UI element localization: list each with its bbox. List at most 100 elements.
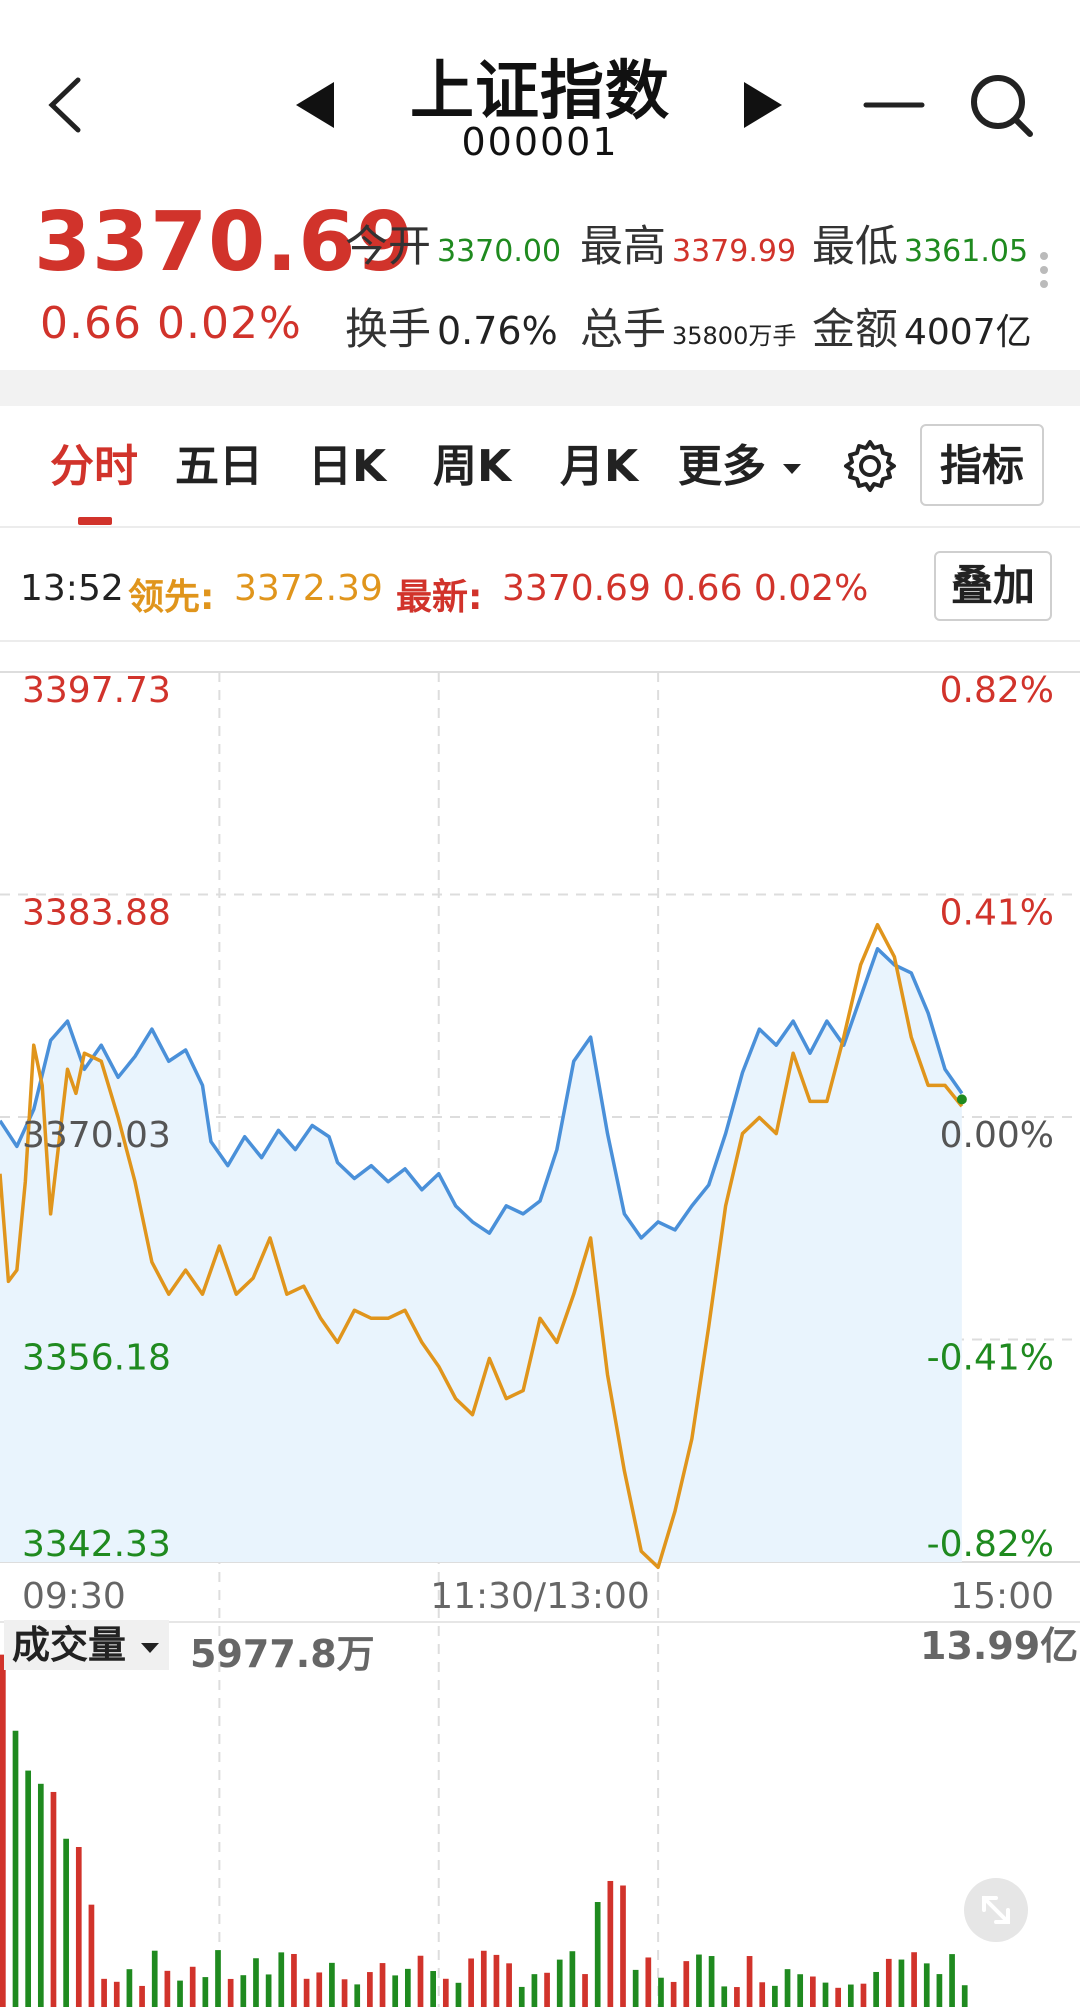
last-value: 3370.69 0.66 0.02% bbox=[502, 568, 869, 609]
volume-bar bbox=[493, 1954, 500, 2007]
volume-bar bbox=[810, 1976, 816, 2007]
tab-weekly-k[interactable]: 周K bbox=[433, 441, 512, 492]
volume-bar bbox=[936, 1974, 943, 2007]
y-tick-right: 0.82% bbox=[940, 670, 1054, 711]
page-title: 上证指数 bbox=[410, 55, 670, 129]
y-tick-left: 3342.33 bbox=[22, 1524, 171, 1565]
stat-label: 金额 bbox=[812, 305, 898, 355]
volume-bar bbox=[405, 1968, 411, 2007]
volume-selector[interactable]: 成交量 bbox=[4, 1620, 170, 1670]
volume-bar bbox=[126, 1969, 133, 2007]
stat-value: 0.76% bbox=[437, 309, 558, 353]
minus-icon bbox=[863, 102, 925, 108]
y-tick-left: 3383.88 bbox=[22, 893, 171, 934]
volume-bar bbox=[885, 1958, 892, 2007]
stat-amount: 金额 4007亿 bbox=[812, 295, 1032, 357]
stat-value: 3370.00 bbox=[437, 234, 562, 269]
volume-bar bbox=[911, 1952, 917, 2007]
stat-label: 总手 bbox=[580, 305, 666, 355]
tab-five-day[interactable]: 五日 bbox=[175, 441, 263, 492]
volume-bar bbox=[139, 1985, 145, 2007]
volume-bar bbox=[582, 1974, 588, 2007]
volume-bar bbox=[873, 1971, 879, 2007]
change-value: 0.66 bbox=[40, 298, 142, 349]
volume-bar bbox=[341, 1979, 348, 2007]
more-stats-icon[interactable] bbox=[1040, 252, 1050, 302]
price-change: 0.66 0.02% bbox=[40, 298, 302, 349]
volume-max: 13.99亿 bbox=[920, 1624, 1079, 1668]
volume-bar bbox=[329, 1962, 335, 2007]
volume-bar bbox=[607, 1880, 614, 2007]
volume-bar bbox=[531, 1974, 538, 2007]
overlay-button[interactable]: 叠加 bbox=[934, 551, 1052, 621]
volume-bar bbox=[113, 1981, 120, 2007]
stat-label: 最高 bbox=[580, 222, 666, 272]
next-stock-button[interactable] bbox=[738, 78, 788, 132]
volume-bar bbox=[569, 1951, 576, 2007]
tab-more[interactable]: 更多 bbox=[678, 430, 803, 494]
volume-bar bbox=[25, 1770, 32, 2007]
tab-monthly-k[interactable]: 月K bbox=[560, 441, 639, 492]
tab-more-label: 更多 bbox=[678, 441, 766, 492]
volume-bar bbox=[923, 1963, 930, 2007]
crosshair-time: 13:52 bbox=[20, 568, 124, 609]
stat-value: 3379.99 bbox=[672, 234, 797, 269]
last-price-dot bbox=[956, 1094, 967, 1105]
volume-bar bbox=[75, 1847, 82, 2007]
volume-bar bbox=[797, 1974, 804, 2007]
volume-bar bbox=[683, 1961, 690, 2007]
volume-bar bbox=[468, 1958, 474, 2007]
previous-stock-button[interactable] bbox=[290, 78, 340, 132]
volume-bar bbox=[822, 1982, 829, 2007]
volume-bar bbox=[835, 1987, 842, 2007]
series-line-lead bbox=[0, 922, 964, 1570]
volume-bar bbox=[177, 1980, 183, 2007]
volume-bar bbox=[227, 1978, 234, 2007]
volume-bar bbox=[12, 1730, 19, 2007]
status-bar bbox=[0, 0, 1080, 14]
stat-value: 35800万手 bbox=[672, 322, 797, 350]
back-arrow-icon bbox=[48, 77, 81, 133]
x-tick-label: 15:00 bbox=[950, 1576, 1054, 1617]
volume-bar bbox=[215, 1950, 221, 2007]
volume-bar bbox=[430, 1971, 437, 2007]
stat-value: 3361.05 bbox=[904, 234, 1029, 269]
price-area bbox=[0, 948, 962, 1562]
volume-bar bbox=[291, 1953, 297, 2007]
volume-bar bbox=[734, 1987, 740, 2007]
back-button[interactable] bbox=[40, 70, 100, 140]
volume-bar bbox=[354, 1984, 361, 2007]
volume-bar bbox=[164, 1970, 171, 2007]
volume-bar bbox=[265, 1974, 272, 2007]
triangle-left-icon bbox=[296, 82, 334, 128]
y-tick-right: 0.41% bbox=[940, 893, 1054, 934]
volume-bar bbox=[759, 1982, 766, 2007]
search-button[interactable] bbox=[966, 70, 1036, 140]
volume-bar bbox=[620, 1885, 626, 2007]
y-tick-left: 3397.73 bbox=[22, 670, 171, 711]
volume-bar bbox=[303, 1978, 310, 2007]
volume-bar bbox=[721, 1986, 728, 2007]
active-tab-indicator bbox=[78, 517, 112, 525]
volume-bar bbox=[417, 1955, 424, 2007]
intraday-chart[interactable]: 3397.73 3383.88 3370.03 3356.18 3342.33 0.82%… bbox=[0, 640, 1080, 2007]
volume-bar bbox=[632, 1969, 639, 2007]
y-tick-right: 0.00% bbox=[940, 1115, 1054, 1156]
tab-intraday[interactable]: 分时 bbox=[50, 441, 138, 492]
volume-bar bbox=[860, 1983, 867, 2007]
y-tick-left: 3370.03 bbox=[22, 1115, 171, 1156]
volume-bar bbox=[37, 1783, 44, 2007]
settings-button[interactable] bbox=[840, 436, 900, 496]
volume-bar bbox=[202, 1977, 209, 2007]
volume-bar bbox=[645, 1957, 652, 2007]
volume-bar bbox=[240, 1975, 247, 2007]
menu-button[interactable] bbox=[862, 85, 926, 125]
volume-bar bbox=[367, 1972, 373, 2007]
tab-daily-k[interactable]: 日K bbox=[308, 441, 387, 492]
section-gap bbox=[0, 370, 1080, 406]
volume-bar bbox=[658, 1977, 664, 2007]
indicator-button[interactable]: 指标 bbox=[920, 424, 1044, 506]
fullscreen-button[interactable] bbox=[964, 1878, 1028, 1942]
volume-bar bbox=[670, 1981, 677, 2007]
stat-open: 今开 3370.00 bbox=[345, 212, 561, 274]
